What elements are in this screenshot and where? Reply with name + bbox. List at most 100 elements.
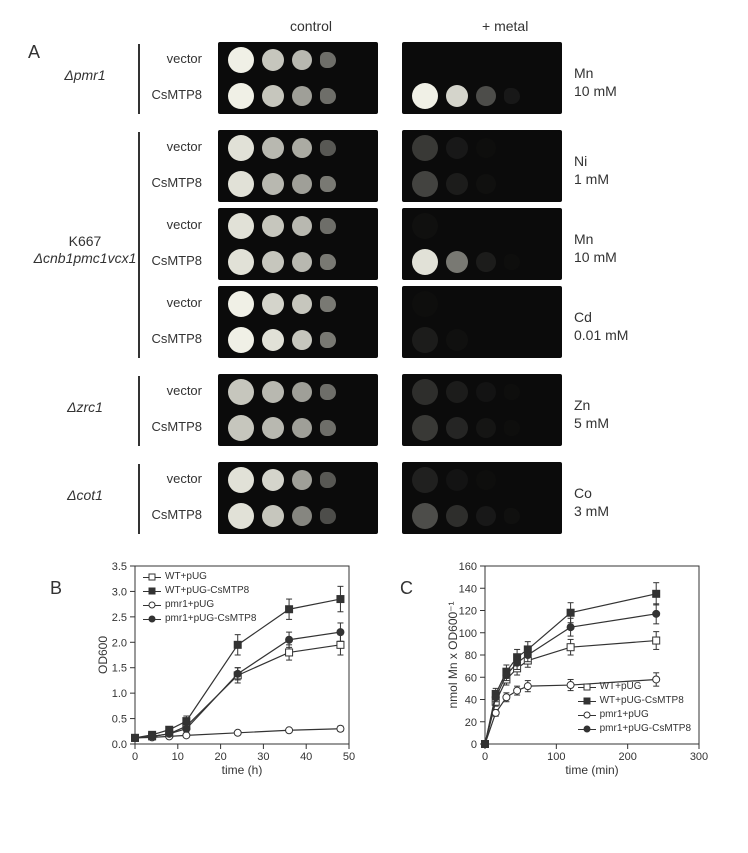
construct-label: CsMTP8 bbox=[150, 419, 210, 434]
svg-text:160: 160 bbox=[459, 561, 477, 573]
spot-plate bbox=[402, 286, 562, 358]
svg-text:0: 0 bbox=[132, 751, 138, 763]
yeast-spot bbox=[412, 415, 438, 441]
control-header: control bbox=[290, 18, 332, 34]
yeast-spot bbox=[476, 418, 496, 438]
svg-text:10: 10 bbox=[172, 751, 184, 763]
construct-label: CsMTP8 bbox=[150, 87, 210, 102]
panel-b-label: B bbox=[50, 578, 62, 599]
yeast-spot bbox=[476, 138, 496, 158]
spot-plate bbox=[218, 42, 378, 114]
spot-plate bbox=[218, 374, 378, 446]
panel-b-chart: 010203040500.00.51.01.52.02.53.03.5time … bbox=[95, 560, 355, 780]
yeast-spot bbox=[262, 49, 284, 71]
svg-text:140: 140 bbox=[459, 583, 477, 595]
metal-label: Mn10 mM bbox=[574, 64, 644, 100]
svg-text:OD600: OD600 bbox=[96, 636, 110, 674]
svg-text:1.0: 1.0 bbox=[112, 688, 127, 700]
yeast-spot bbox=[262, 173, 284, 195]
strain-bar bbox=[138, 376, 140, 446]
metal-label: Co3 mM bbox=[574, 484, 644, 520]
yeast-spot bbox=[476, 470, 496, 490]
svg-text:3.0: 3.0 bbox=[112, 586, 127, 598]
metal-label: Ni1 mM bbox=[574, 152, 644, 188]
svg-text:300: 300 bbox=[690, 751, 708, 763]
yeast-spot bbox=[320, 508, 336, 524]
yeast-spot bbox=[262, 329, 284, 351]
yeast-spot bbox=[228, 291, 254, 317]
yeast-spot bbox=[262, 137, 284, 159]
yeast-spot bbox=[262, 293, 284, 315]
yeast-spot bbox=[262, 469, 284, 491]
yeast-spot bbox=[412, 467, 438, 493]
spot-plate bbox=[218, 130, 378, 202]
yeast-spot bbox=[320, 52, 336, 68]
yeast-spot bbox=[228, 467, 254, 493]
yeast-spot bbox=[412, 327, 438, 353]
spot-plate bbox=[402, 208, 562, 280]
yeast-spot bbox=[446, 417, 468, 439]
svg-text:0.0: 0.0 bbox=[112, 739, 127, 751]
svg-text:time (min): time (min) bbox=[565, 763, 618, 777]
construct-label: CsMTP8 bbox=[150, 175, 210, 190]
yeast-spot bbox=[228, 213, 254, 239]
legend-item: pmr1+pUG bbox=[143, 598, 256, 612]
svg-text:0: 0 bbox=[471, 739, 477, 751]
legend-item: WT+pUG bbox=[578, 680, 691, 694]
yeast-spot bbox=[228, 135, 254, 161]
yeast-spot bbox=[262, 215, 284, 237]
strain-label: Δzrc1 bbox=[30, 399, 140, 416]
svg-text:120: 120 bbox=[459, 606, 477, 618]
yeast-spot bbox=[446, 381, 468, 403]
svg-text:50: 50 bbox=[343, 751, 355, 763]
svg-text:time (h): time (h) bbox=[222, 763, 263, 777]
metal-label: Zn5 mM bbox=[574, 396, 644, 432]
yeast-spot bbox=[262, 251, 284, 273]
yeast-spot bbox=[412, 171, 438, 197]
spot-plate bbox=[402, 374, 562, 446]
vector-label: vector bbox=[150, 471, 210, 486]
metal-label: Cd0.01 mM bbox=[574, 308, 644, 344]
svg-text:200: 200 bbox=[618, 751, 636, 763]
yeast-spot bbox=[320, 472, 336, 488]
yeast-spot bbox=[476, 252, 496, 272]
yeast-spot bbox=[412, 291, 438, 317]
spot-plate bbox=[402, 462, 562, 534]
svg-text:40: 40 bbox=[465, 695, 477, 707]
chart-legend: WT+pUGWT+pUG-CsMTP8pmr1+pUGpmr1+pUG-CsMT… bbox=[578, 680, 691, 736]
yeast-spot bbox=[292, 330, 312, 350]
yeast-spot bbox=[476, 174, 496, 194]
yeast-spot bbox=[446, 85, 468, 107]
yeast-spot bbox=[228, 47, 254, 73]
yeast-spot bbox=[504, 254, 520, 270]
svg-text:60: 60 bbox=[465, 672, 477, 684]
yeast-spot bbox=[412, 83, 438, 109]
yeast-spot bbox=[228, 327, 254, 353]
yeast-spot bbox=[320, 254, 336, 270]
strain-bar bbox=[138, 44, 140, 114]
strain-bar bbox=[138, 464, 140, 534]
svg-text:1.5: 1.5 bbox=[112, 663, 127, 675]
construct-label: CsMTP8 bbox=[150, 507, 210, 522]
yeast-spot bbox=[292, 294, 312, 314]
panel-a-column-headers: control + metal bbox=[290, 18, 528, 34]
chart-legend: WT+pUGWT+pUG-CsMTP8pmr1+pUGpmr1+pUG-CsMT… bbox=[143, 570, 256, 626]
yeast-spot bbox=[320, 140, 336, 156]
yeast-spot bbox=[320, 176, 336, 192]
yeast-spot bbox=[320, 420, 336, 436]
yeast-spot bbox=[412, 213, 438, 239]
yeast-spot bbox=[228, 171, 254, 197]
yeast-spot bbox=[504, 384, 520, 400]
yeast-spot bbox=[446, 251, 468, 273]
spot-plate bbox=[218, 286, 378, 358]
svg-text:20: 20 bbox=[214, 751, 226, 763]
vector-label: vector bbox=[150, 217, 210, 232]
svg-text:2.5: 2.5 bbox=[112, 612, 127, 624]
yeast-spot bbox=[476, 86, 496, 106]
yeast-spot bbox=[504, 508, 520, 524]
strain-label: Δcot1 bbox=[30, 487, 140, 504]
yeast-spot bbox=[446, 173, 468, 195]
legend-item: pmr1+pUG-CsMTP8 bbox=[143, 612, 256, 626]
construct-label: CsMTP8 bbox=[150, 331, 210, 346]
legend-item: WT+pUG bbox=[143, 570, 256, 584]
